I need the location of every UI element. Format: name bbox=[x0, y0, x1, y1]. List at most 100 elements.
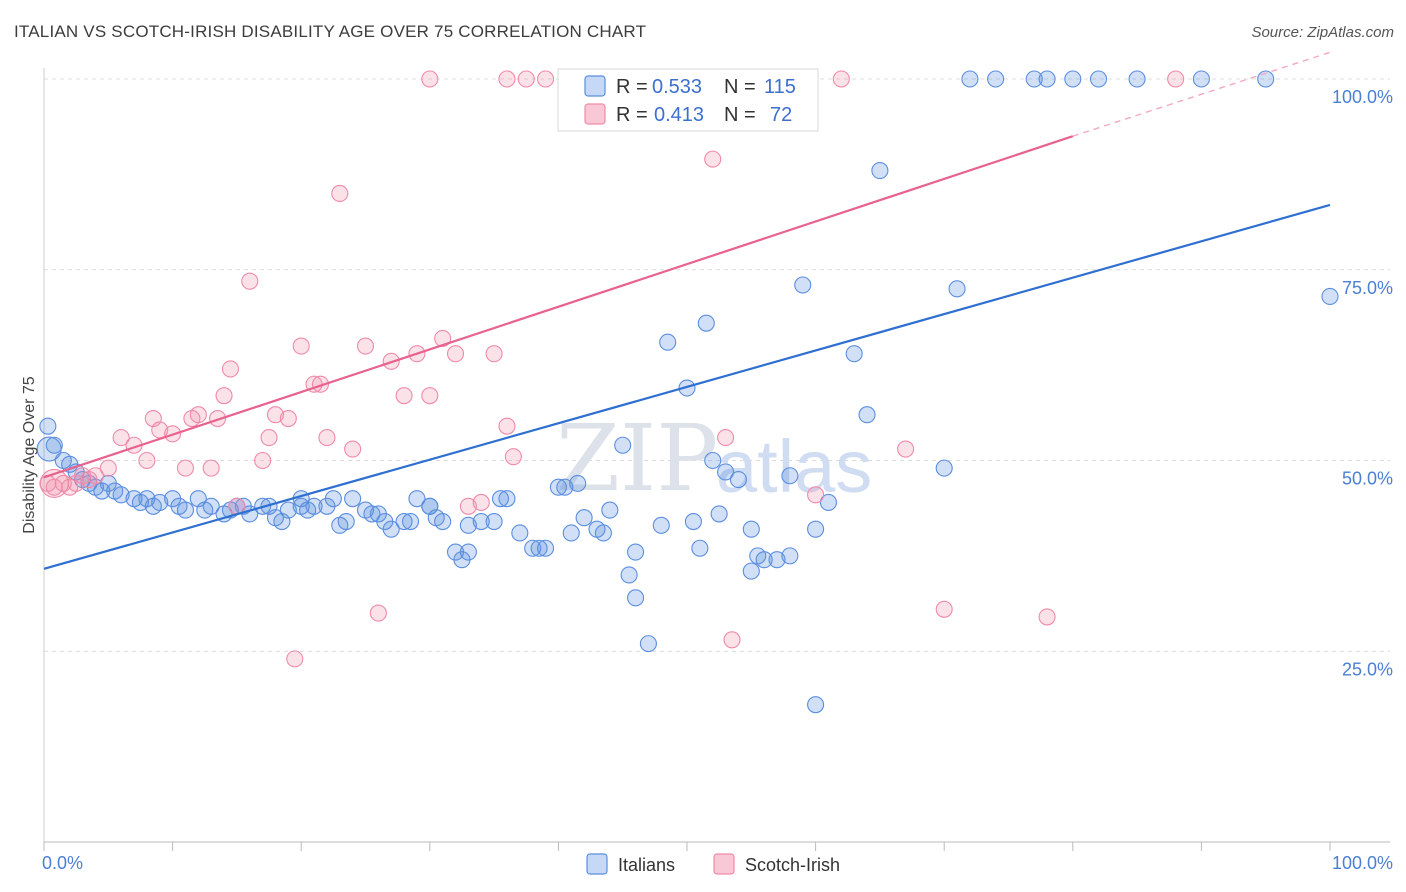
scotch-irish-point bbox=[536, 70, 555, 88]
italians-point bbox=[717, 463, 735, 481]
italians-point bbox=[601, 501, 619, 519]
italians-point bbox=[421, 497, 439, 515]
scotch-irish-point bbox=[356, 337, 375, 355]
scotch-irish-point bbox=[935, 600, 953, 618]
scotch-irish-point bbox=[717, 429, 735, 447]
stats-italians-n-label: N = bbox=[724, 76, 756, 98]
italians-point bbox=[742, 520, 760, 538]
italians-point bbox=[337, 512, 355, 531]
scotch-irish-point bbox=[254, 451, 272, 470]
y-tick-label-75: 75.0% bbox=[1342, 278, 1393, 298]
italians-point bbox=[176, 501, 195, 519]
stats-scotch-irish-n-label: N = bbox=[724, 104, 756, 126]
scotch-irish-point bbox=[446, 345, 465, 363]
scotch-irish-point bbox=[241, 272, 259, 290]
scotch-irish-point bbox=[318, 429, 336, 447]
italians-point bbox=[112, 486, 130, 504]
italians-point bbox=[459, 543, 477, 561]
scotch-irish-point bbox=[485, 345, 503, 363]
stats-italians-n-value: 115 bbox=[764, 76, 796, 98]
scotch-irish-point bbox=[279, 409, 297, 428]
italians-point bbox=[39, 417, 57, 435]
italians-point bbox=[1064, 70, 1082, 88]
scotch-irish-point bbox=[1038, 608, 1056, 626]
scotch-irish-point bbox=[517, 70, 535, 88]
y-tick-label-100: 100.0% bbox=[1332, 87, 1393, 107]
italians-point bbox=[614, 436, 632, 454]
scotch-irish-point bbox=[832, 70, 850, 88]
scotch-irish-point bbox=[395, 387, 413, 405]
italians-point bbox=[961, 70, 979, 88]
scotch-irish-point bbox=[504, 448, 522, 466]
scotch-irish-point bbox=[189, 406, 207, 424]
italians-point bbox=[871, 162, 889, 180]
italians-point bbox=[344, 490, 362, 508]
stats-scotch-irish-r-label: R = bbox=[616, 104, 648, 126]
stats-italians-swatch bbox=[584, 75, 606, 97]
stats-scotch-irish-r-value: 0.413 bbox=[654, 104, 704, 126]
scotch-irish-point bbox=[498, 417, 516, 435]
italians-point bbox=[755, 551, 773, 569]
scotch-irish-point bbox=[331, 184, 349, 202]
chart-title: ITALIAN VS SCOTCH-IRISH DISABILITY AGE O… bbox=[14, 22, 647, 41]
scotch-irish-point bbox=[704, 150, 722, 168]
italians-point-large bbox=[36, 436, 62, 462]
italians-point bbox=[575, 509, 593, 527]
stats-italians-r-label: R = bbox=[616, 76, 648, 98]
italians-point bbox=[845, 345, 863, 363]
legend-scotch-irish-swatch bbox=[713, 853, 735, 875]
italians-point bbox=[691, 539, 709, 557]
scotch-irish-point bbox=[112, 429, 130, 447]
italians-point bbox=[549, 478, 567, 496]
italians-point bbox=[363, 505, 381, 523]
scotch-irish-point bbox=[1167, 70, 1185, 88]
y-tick-label-25: 25.0% bbox=[1342, 659, 1393, 679]
italians-point bbox=[935, 459, 953, 477]
italians-point bbox=[151, 493, 169, 512]
italians-point bbox=[704, 451, 722, 470]
scotch-irish-point bbox=[311, 375, 330, 393]
watermark-atlas: atlas bbox=[716, 425, 872, 508]
italians-point bbox=[1128, 70, 1146, 88]
scotch-irish-trend-extension bbox=[1072, 51, 1331, 137]
scotch-irish-point bbox=[176, 459, 195, 477]
italians-point bbox=[742, 562, 760, 580]
italians-point bbox=[524, 539, 542, 557]
italians-point bbox=[562, 524, 580, 542]
watermark: ZIP atlas bbox=[556, 405, 872, 512]
italians-point bbox=[781, 547, 799, 565]
y-tick-label-50: 50.0% bbox=[1342, 469, 1393, 489]
italians-point bbox=[434, 512, 452, 531]
scotch-irish-point bbox=[292, 337, 310, 355]
scotch-irish-point bbox=[286, 650, 304, 668]
scotch-irish-point bbox=[434, 329, 452, 347]
italians-point bbox=[511, 524, 529, 542]
scotch-irish-point bbox=[266, 406, 285, 424]
stats-box: R = 0.533 N = 115 R = 0.413 N = 72 bbox=[557, 68, 819, 132]
italians-point bbox=[401, 512, 420, 531]
scotch-irish-point bbox=[472, 493, 490, 512]
italians-point bbox=[491, 490, 510, 508]
italians-point bbox=[569, 474, 587, 492]
italians-point bbox=[202, 497, 220, 515]
italians-point bbox=[948, 280, 966, 298]
italians-point bbox=[794, 276, 812, 294]
watermark-zip: ZIP bbox=[556, 405, 718, 512]
italians-point bbox=[858, 406, 876, 424]
italians-point bbox=[819, 493, 838, 512]
italians-point bbox=[1089, 70, 1108, 88]
legend: Italians Scotch-Irish bbox=[586, 853, 840, 875]
italians-point bbox=[305, 497, 323, 515]
italians-point bbox=[382, 520, 400, 538]
scotch-irish-point bbox=[260, 429, 278, 447]
stats-scotch-irish-n-value: 72 bbox=[770, 104, 792, 126]
italians-point bbox=[987, 70, 1005, 88]
scotch-irish-point bbox=[45, 478, 63, 496]
italians-point bbox=[627, 543, 645, 561]
scotch-irish-point bbox=[421, 387, 439, 405]
scotch-irish-point bbox=[498, 70, 516, 88]
scotch-irish-point bbox=[221, 360, 240, 378]
italians-point bbox=[768, 551, 786, 569]
italians-point bbox=[807, 696, 825, 714]
